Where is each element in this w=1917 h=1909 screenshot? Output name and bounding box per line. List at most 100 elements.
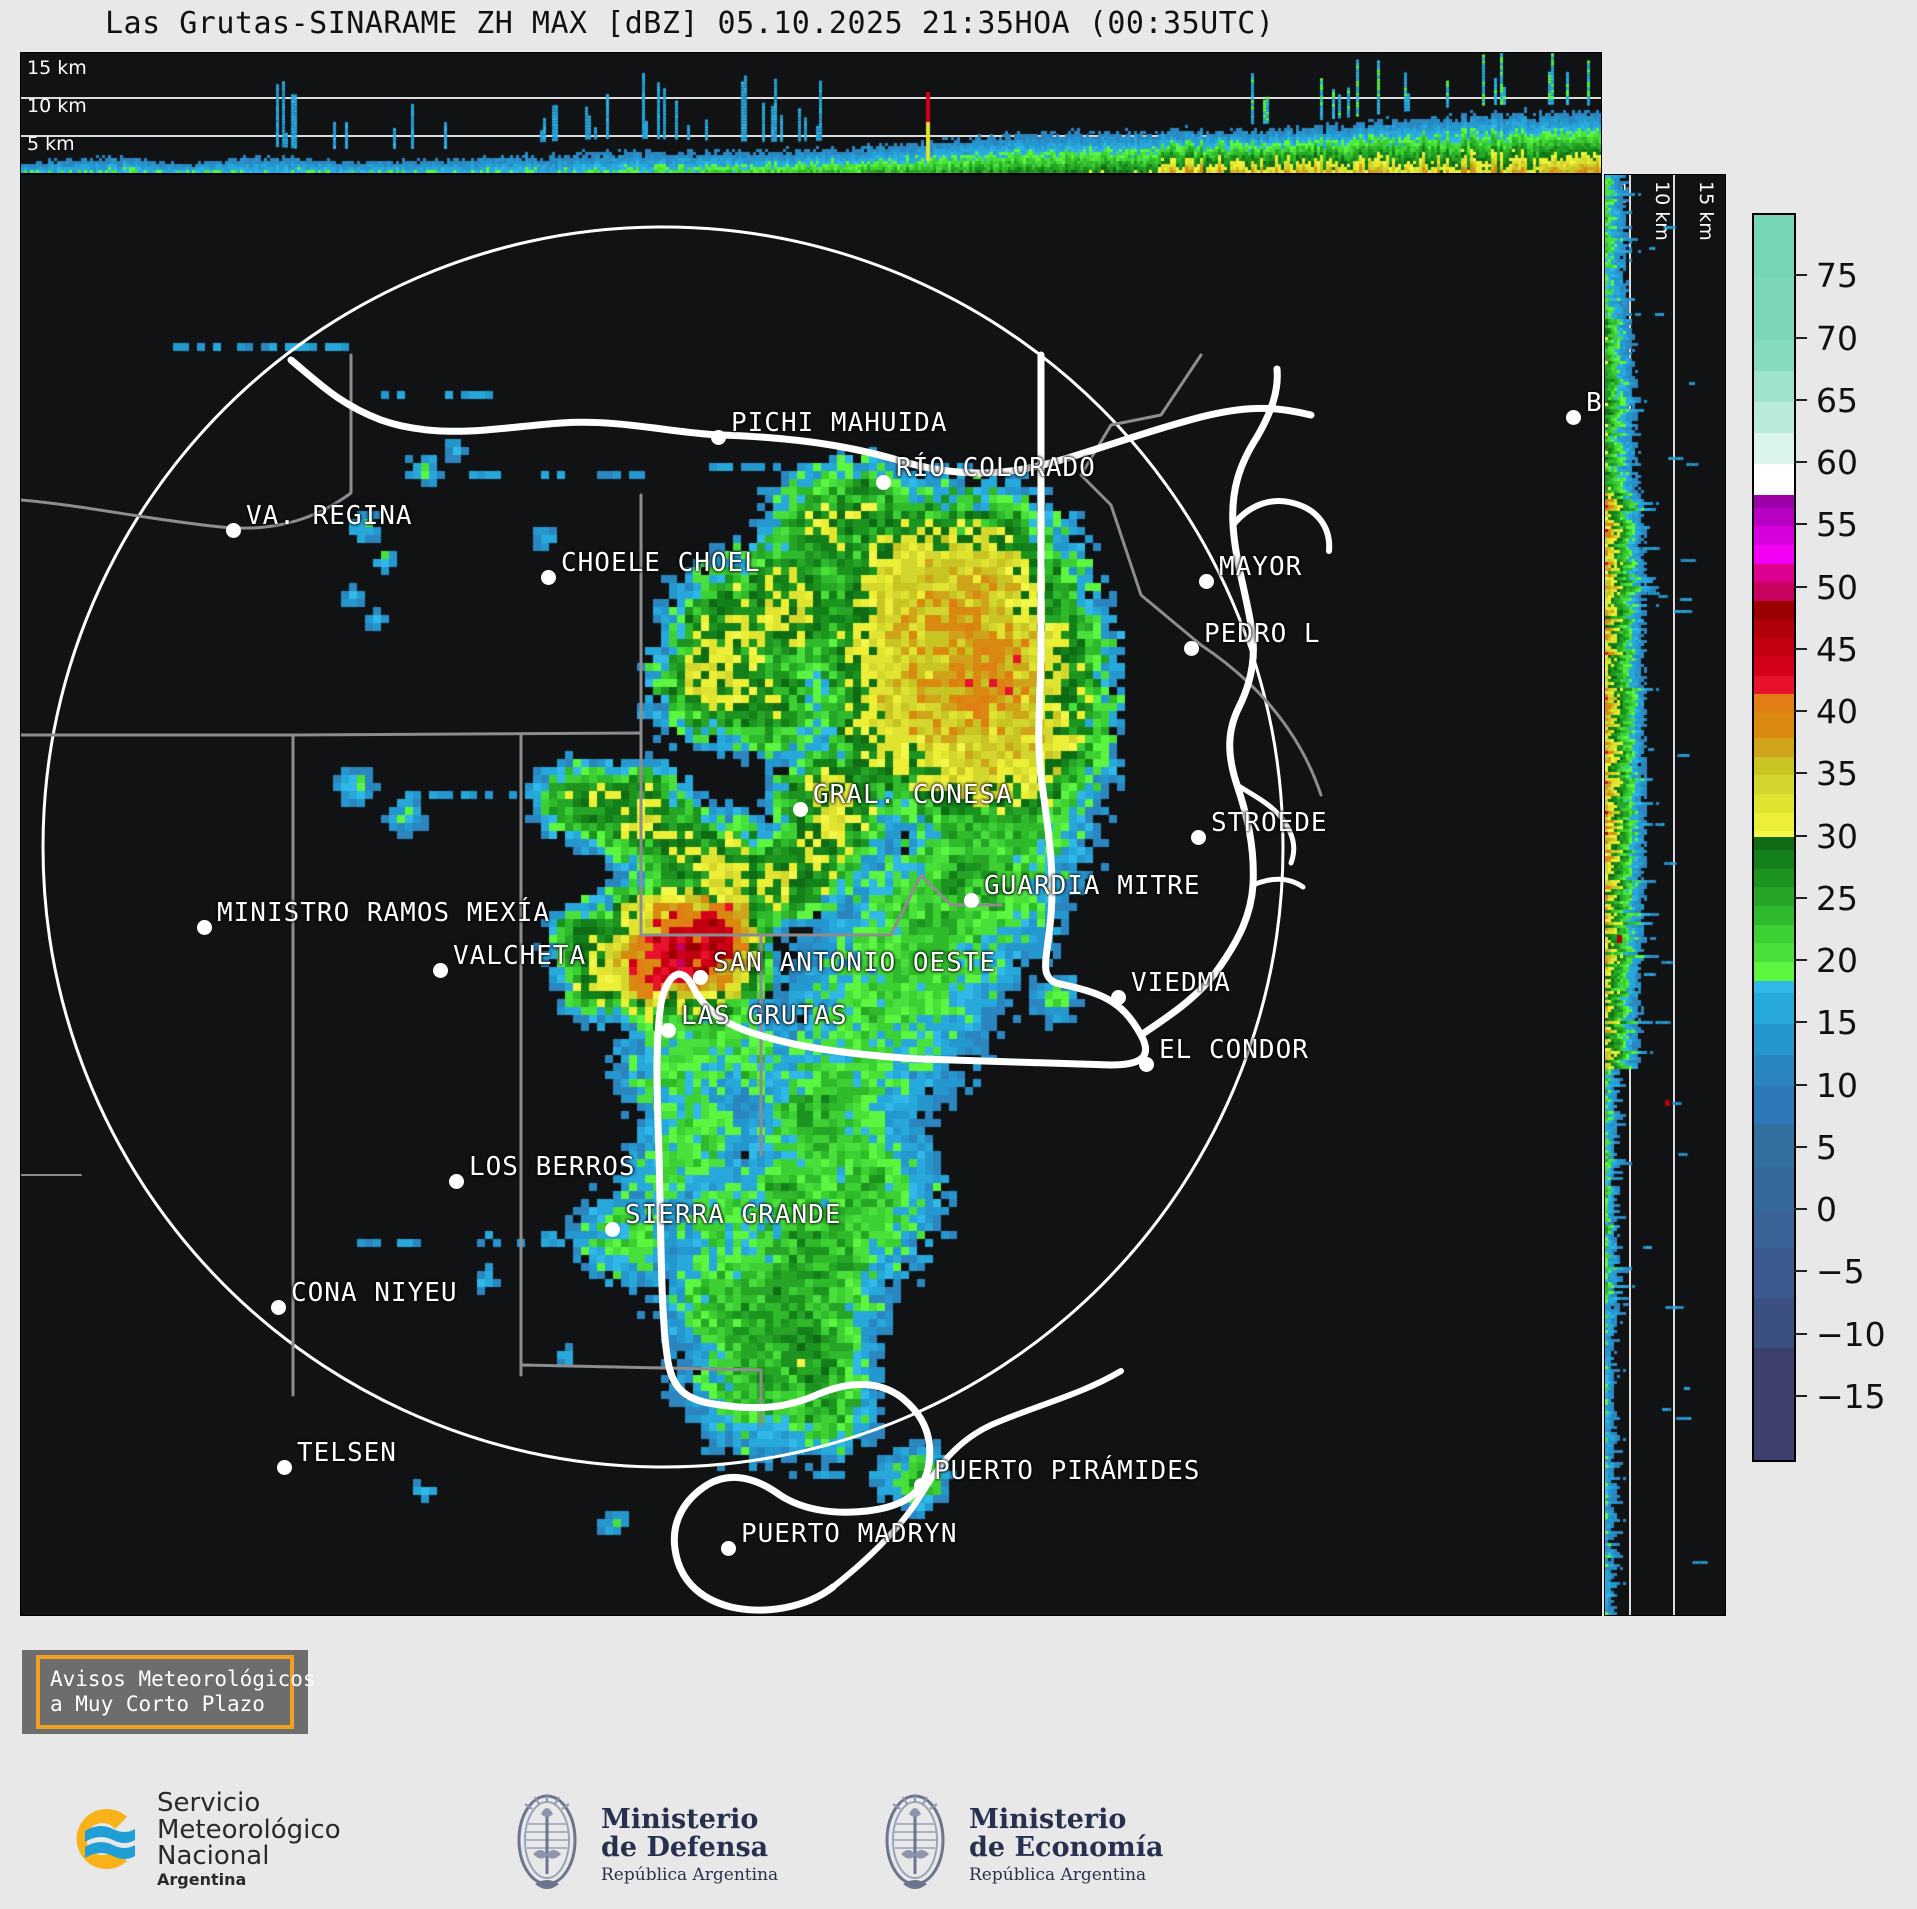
colorbar-tick-label: 30 [1816, 816, 1858, 856]
alert-badge[interactable]: Avisos Meteorológicos a Muy Corto Plazo [22, 1650, 316, 1734]
colorbar-tick-label: 35 [1816, 754, 1858, 794]
city-dot-icon [793, 802, 808, 817]
colorbar-tick-label: 55 [1816, 505, 1858, 545]
colorbar-segment [1754, 1086, 1794, 1124]
alert-badge-frame: Avisos Meteorológicos a Muy Corto Plazo [36, 1655, 316, 1729]
colorbar-segment [1754, 712, 1794, 738]
city-dot-icon [721, 1541, 736, 1556]
city-label: PEDRO L [1204, 619, 1321, 649]
colorbar-segment [1754, 638, 1794, 657]
colorbar-tick-mark [1794, 710, 1807, 712]
geo-line [670, 1473, 837, 1614]
colorbar-segment [1754, 694, 1794, 713]
ministerio-economia-line1: Ministerio [969, 1803, 1127, 1835]
ministerio-defensa-line3: República Argentina [601, 1865, 779, 1886]
city-dot-icon [433, 963, 448, 978]
colorbar-tick-mark [1794, 834, 1807, 837]
colorbar-segment [1754, 1297, 1794, 1348]
colorbar-tick-label: 50 [1816, 567, 1858, 607]
colorbar-tick-label: −15 [1816, 1376, 1886, 1416]
footer-logos: Servicio Meteorológico Nacional Argentin… [0, 1780, 1917, 1909]
colorbar-tick-label: 25 [1816, 878, 1858, 918]
cross-section-top-canvas [21, 53, 1601, 173]
geo-line [21, 733, 295, 1397]
city-dot-icon [964, 893, 979, 908]
city-dot-icon [1111, 990, 1126, 1005]
colorbar-segment [1754, 1347, 1794, 1460]
smn-logo-icon [55, 1795, 143, 1883]
colorbar-tick-mark [1794, 959, 1807, 961]
ministerio-defensa-line2: de Defensa [601, 1832, 769, 1864]
colorbar-segment [1754, 1167, 1794, 1211]
city-label: VIEDMA [1131, 968, 1231, 998]
colorbar-segment [1754, 464, 1794, 496]
colorbar-segment [1754, 582, 1794, 601]
colorbar-segment [1754, 868, 1794, 888]
smn-line1: Servicio [157, 1788, 261, 1818]
colorbar-segment [1754, 432, 1794, 464]
colorbar-segment [1754, 993, 1794, 1025]
colorbar-tick-label: 60 [1816, 443, 1858, 482]
colorbar-tick-label: 75 [1816, 256, 1858, 296]
city-dot-icon [277, 1460, 292, 1475]
logo-smn: Servicio Meteorológico Nacional Argentin… [55, 1790, 341, 1888]
colorbar-tick-label: 40 [1816, 692, 1858, 731]
geo-line [1137, 365, 1281, 1039]
colorbar-segment [1754, 980, 1794, 993]
cross-section-top-panel: 15 km 10 km 5 km [20, 52, 1602, 174]
geo-line [830, 1368, 1124, 1590]
colorbar-tick-label: 20 [1816, 941, 1858, 980]
colorbar-segment [1754, 675, 1794, 695]
city-dot-icon [914, 1478, 929, 1493]
city-label: GRAL. CONESA [813, 780, 1013, 810]
city-label: CHOELE CHOEL [561, 548, 761, 578]
radar-map-panel[interactable]: PICHI MAHUIDA RÍO COLORADO VA. REGINA CHOEL… [20, 174, 1602, 1616]
geo-line [1234, 782, 1297, 866]
colorbar [1752, 213, 1796, 1462]
colorbar-tick-label: 45 [1816, 629, 1858, 669]
geo-line [287, 356, 1315, 477]
smn-line3: Nacional [157, 1841, 270, 1872]
colorbar-segment [1754, 495, 1794, 508]
city-label: MAYOR [1219, 552, 1303, 582]
colorbar-tick-label: 15 [1816, 1003, 1858, 1043]
geo-line [1230, 498, 1333, 554]
city-label: TELSEN [297, 1438, 397, 1468]
smn-line2: Meteorológico [157, 1814, 341, 1845]
colorbar-tick-mark [1794, 1145, 1807, 1148]
city-dot-icon [197, 920, 212, 935]
colorbar-tick-mark [1794, 1332, 1807, 1335]
city-dot-icon [1191, 830, 1206, 845]
geo-line [519, 1363, 763, 1427]
colorbar-segment [1754, 215, 1794, 278]
city-dot-icon [693, 970, 708, 985]
city-label: CONA NIYEU [291, 1278, 458, 1308]
city-label: VALCHETA [453, 941, 587, 971]
city-label: LOS BERROS [469, 1152, 636, 1182]
colorbar-tick-mark [1794, 585, 1807, 588]
logo-ministerio-economia: Ministerio de Economía República Argenti… [873, 1788, 1163, 1902]
colorbar-tick-mark [1794, 647, 1807, 650]
geo-line [717, 1381, 934, 1516]
argentina-coat-of-arms-icon [505, 1788, 589, 1902]
colorbar-segment [1754, 1024, 1794, 1056]
city-label: RÍO COLORADO [896, 453, 1096, 483]
colorbar-segment [1754, 277, 1794, 340]
ministerio-economia-line3: República Argentina [969, 1865, 1147, 1886]
colorbar-ticks: 75 70 65 60 55 50 45 40 35 30 25 20 15 10 5 0 −5 −10 −15 [1794, 213, 1914, 1458]
page-title: Las Grutas-SINARAME ZH MAX [dBZ] 05.10.2… [105, 6, 1275, 41]
logo-ministerio-defensa: Ministerio de Defensa República Argentin… [505, 1788, 778, 1902]
cross-section-right-panel: 5 km 10 km 15 km [1604, 174, 1726, 1616]
colorbar-tick-mark [1794, 1208, 1807, 1210]
geo-line [21, 353, 353, 530]
colorbar-segment [1754, 656, 1794, 676]
argentina-coat-of-arms-icon-2 [873, 1788, 957, 1902]
city-dot-icon [271, 1300, 286, 1315]
ministerio-economia-line2: de Economía [969, 1832, 1164, 1864]
city-label: VA. REGINA [246, 501, 413, 531]
colorbar-segment [1754, 526, 1794, 545]
city-dot-icon [541, 570, 556, 585]
geo-line [1250, 876, 1306, 890]
colorbar-segment [1754, 1055, 1794, 1087]
colorbar-tick-label: −5 [1816, 1252, 1865, 1292]
